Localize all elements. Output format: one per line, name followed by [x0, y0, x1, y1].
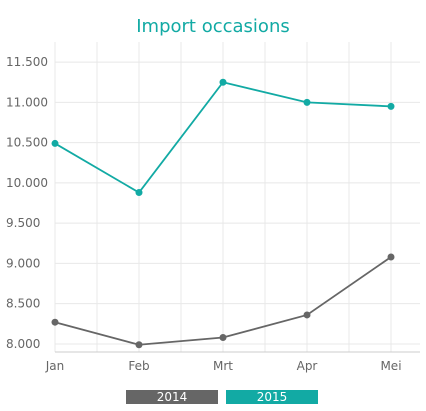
- y-tick-label: 11.000: [6, 95, 48, 109]
- series: [51, 78, 395, 349]
- data-point-2014: [387, 253, 395, 261]
- x-tick-label: Jan: [45, 359, 65, 373]
- data-point-2014: [51, 318, 59, 326]
- legend: 2014 2015: [126, 390, 318, 404]
- x-axis-ticks: Jan Feb Mrt Apr Mei: [45, 359, 402, 373]
- legend-label-2015: 2015: [257, 390, 288, 404]
- x-tick-label: Apr: [297, 359, 318, 373]
- y-tick-label: 8.000: [6, 337, 40, 351]
- legend-swatch-2015: [226, 390, 318, 404]
- y-tick-label: 9.500: [6, 216, 40, 230]
- data-point-2015: [219, 78, 227, 86]
- data-point-2015: [51, 139, 59, 147]
- data-point-2014: [219, 334, 227, 342]
- chart-title: Import occasions: [136, 16, 289, 37]
- data-point-2014: [135, 341, 143, 349]
- x-tick-label: Feb: [128, 359, 149, 373]
- y-tick-label: 10.500: [6, 136, 48, 150]
- data-point-2014: [303, 311, 311, 319]
- y-tick-label: 8.500: [6, 297, 40, 311]
- data-point-2015: [135, 189, 143, 197]
- y-tick-label: 10.000: [6, 176, 48, 190]
- data-point-2015: [303, 98, 311, 106]
- legend-swatch-2014: [126, 390, 218, 404]
- legend-label-2014: 2014: [157, 390, 188, 404]
- y-tick-label: 11.500: [6, 55, 48, 69]
- data-point-2015: [387, 102, 395, 110]
- y-axis-ticks: 8.000 8.500 9.000 9.500 10.000 10.500 11.000 11…: [6, 55, 48, 351]
- x-tick-label: Mei: [380, 359, 401, 373]
- y-tick-label: 9.000: [6, 256, 40, 270]
- grid: [54, 42, 420, 353]
- x-tick-label: Mrt: [213, 359, 233, 373]
